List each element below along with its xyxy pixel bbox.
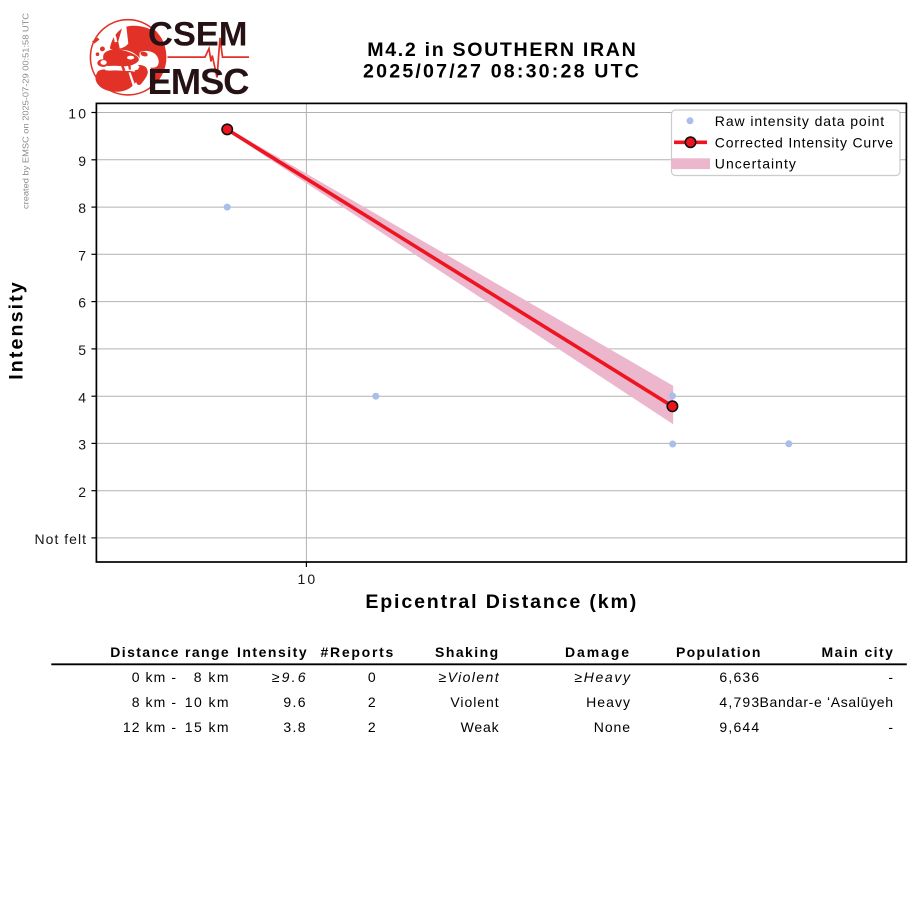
svg-text:0 km -: 0 km - — [132, 669, 177, 685]
svg-text:10: 10 — [297, 571, 315, 587]
svg-text:0: 0 — [368, 669, 376, 685]
svg-text:Corrected Intensity Curve: Corrected Intensity Curve — [715, 134, 894, 150]
svg-text:4,793: 4,793 — [719, 694, 759, 710]
svg-text:created by EMSC on 2025-07-29: created by EMSC on 2025-07-29 00:51:58 U… — [21, 13, 31, 209]
svg-text:3: 3 — [78, 437, 86, 453]
svg-text:6: 6 — [78, 295, 86, 311]
svg-text:Uncertainty: Uncertainty — [715, 156, 796, 172]
svg-text:M4.2 in SOUTHERN IRAN: M4.2 in SOUTHERN IRAN — [367, 39, 636, 61]
svg-text:10 km: 10 km — [185, 694, 229, 710]
svg-text:None: None — [594, 719, 630, 735]
svg-text:-: - — [888, 669, 893, 685]
svg-text:9: 9 — [78, 153, 86, 169]
svg-text:Bandar-e ʻAsalūyeh: Bandar-e ʻAsalūyeh — [760, 694, 894, 710]
svg-text:≥Violent: ≥Violent — [439, 669, 500, 685]
svg-text:Shaking: Shaking — [435, 644, 498, 660]
svg-text:Damage: Damage — [565, 644, 629, 660]
svg-text:Main city: Main city — [822, 644, 894, 660]
svg-text:8: 8 — [78, 200, 86, 216]
svg-text:Weak: Weak — [461, 719, 500, 735]
svg-text:6,636: 6,636 — [719, 669, 759, 685]
svg-text:≥Heavy: ≥Heavy — [574, 669, 631, 685]
svg-text:3.8: 3.8 — [283, 719, 305, 735]
svg-text:8 km: 8 km — [194, 669, 229, 685]
svg-text:-: - — [888, 719, 893, 735]
svg-text:12 km -: 12 km - — [123, 719, 176, 735]
svg-text:Intensity: Intensity — [5, 282, 27, 380]
svg-text:10: 10 — [68, 106, 86, 122]
svg-text:2: 2 — [368, 719, 376, 735]
svg-text:2025/07/27 08:30:28 UTC: 2025/07/27 08:30:28 UTC — [363, 61, 639, 83]
svg-text:15 km: 15 km — [185, 719, 229, 735]
svg-text:4: 4 — [78, 389, 86, 405]
svg-text:Distance range: Distance range — [110, 644, 229, 660]
svg-text:Heavy: Heavy — [586, 694, 630, 710]
svg-text:Not felt: Not felt — [35, 531, 87, 547]
svg-text:CSEM: CSEM — [148, 16, 248, 54]
svg-text:9,644: 9,644 — [719, 719, 759, 735]
svg-text:Population: Population — [676, 644, 761, 660]
svg-text:9.6: 9.6 — [283, 694, 305, 710]
svg-text:#Reports: #Reports — [320, 644, 393, 660]
svg-text:2: 2 — [368, 694, 376, 710]
svg-text:Epicentral Distance (km): Epicentral Distance (km) — [365, 591, 636, 613]
svg-text:7: 7 — [78, 247, 86, 263]
svg-text:8 km -: 8 km - — [132, 694, 177, 710]
svg-text:Violent: Violent — [450, 694, 498, 710]
svg-text:EMSC: EMSC — [148, 61, 250, 102]
svg-text:Raw intensity data point: Raw intensity data point — [715, 113, 885, 129]
svg-text:5: 5 — [78, 342, 86, 358]
svg-text:≥9.6: ≥9.6 — [272, 669, 306, 685]
svg-text:Intensity: Intensity — [237, 644, 307, 660]
svg-text:2: 2 — [78, 484, 86, 500]
